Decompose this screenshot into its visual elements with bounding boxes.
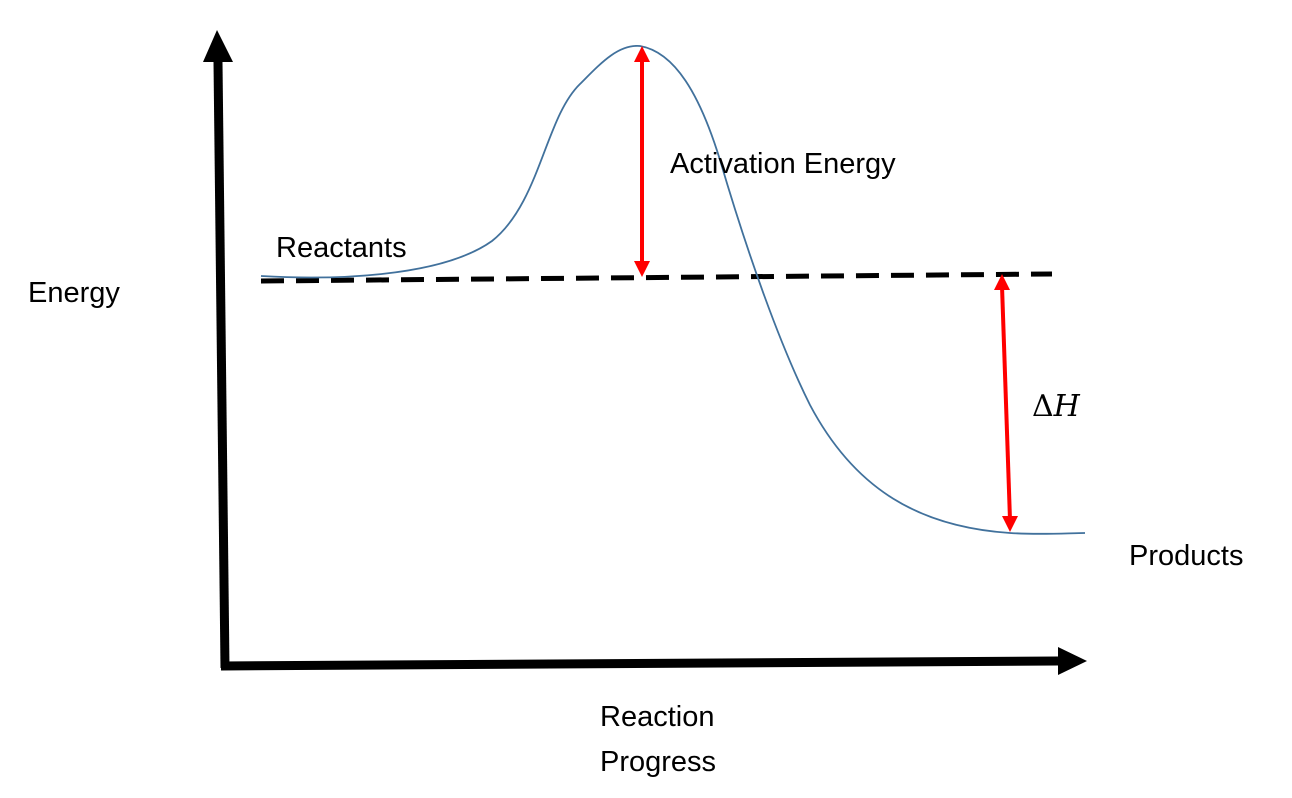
y-axis-arrowhead [203, 30, 233, 62]
delta-h-arrowhead-top [994, 274, 1010, 290]
x-axis-line [220, 656, 1059, 671]
y-axis-label: Energy [28, 277, 120, 309]
delta-h-arrow-shaft [1000, 285, 1012, 521]
activation-energy-arrow [634, 46, 650, 277]
delta-h-arrow [994, 274, 1018, 532]
x-axis-arrowhead [1058, 647, 1087, 675]
y-axis-line [213, 61, 230, 669]
enthalpy-variable: H [1053, 389, 1081, 424]
x-axis-label-line2: Progress [600, 746, 716, 778]
x-axis-label-line1: Reaction [600, 701, 714, 733]
energy-curve [260, 45, 1086, 535]
delta-symbol: Δ [1032, 389, 1054, 424]
reactants-label: Reactants [276, 232, 407, 264]
activation-energy-arrowhead-top [634, 46, 650, 62]
axes [203, 30, 1087, 675]
activation-energy-arrowhead-bottom [634, 261, 650, 277]
activation-energy-label: Activation Energy [670, 148, 896, 180]
reactant-energy-dashed-line [260, 271, 1053, 284]
products-label: Products [1129, 540, 1243, 572]
delta-h-arrowhead-bottom [1002, 516, 1018, 532]
delta-h-label: ΔH [1032, 389, 1081, 424]
